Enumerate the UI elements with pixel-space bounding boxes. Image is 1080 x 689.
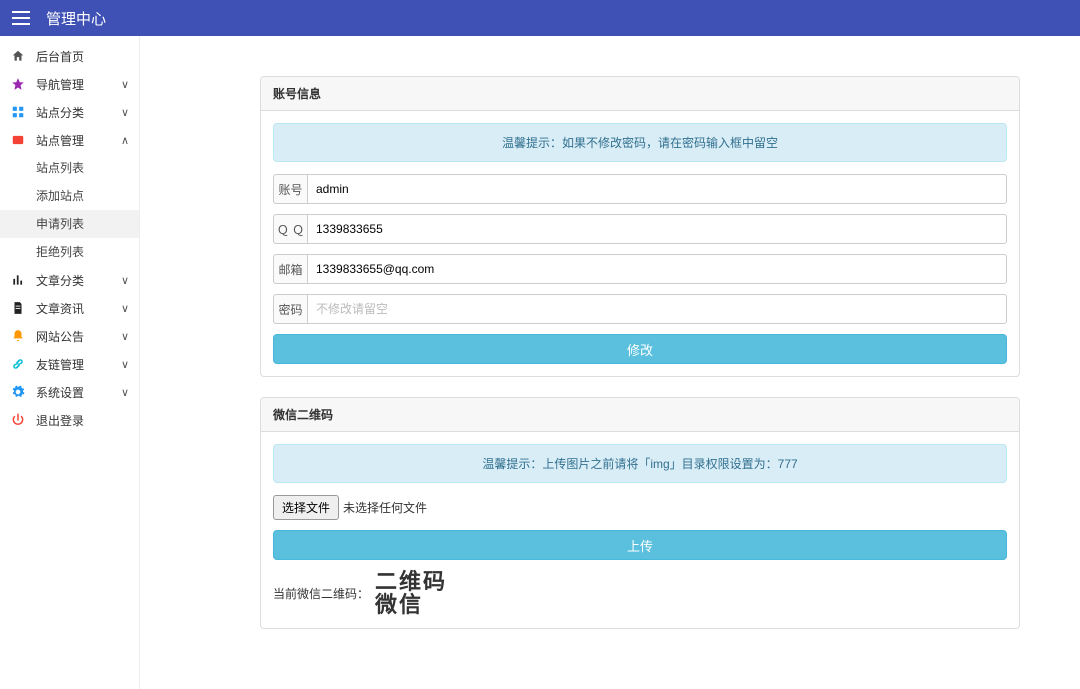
power-icon (10, 412, 26, 428)
nav-icon (10, 76, 26, 92)
chevron-down-icon: ∨ (121, 386, 129, 399)
username-input[interactable] (307, 174, 1007, 204)
choose-file-button[interactable]: 选择文件 (273, 495, 339, 520)
username-label: 账号 (273, 174, 307, 204)
qr-panel-title: 微信二维码 (261, 398, 1019, 432)
account-tip: 温馨提示：如果不修改密码，请在密码输入框中留空 (273, 123, 1007, 162)
sidebar-item-label: 退出登录 (36, 412, 84, 429)
current-qr-label: 当前微信二维码： (273, 585, 369, 602)
chevron-down-icon: ∨ (121, 274, 129, 287)
site-icon (10, 132, 26, 148)
password-input[interactable] (307, 294, 1007, 324)
qq-label: Ｑ Ｑ (273, 214, 307, 244)
sidebar-subitem-3-0[interactable]: 站点列表 (0, 154, 139, 182)
qr-panel: 微信二维码 温馨提示：上传图片之前请将「img」目录权限设置为：777 选择文件… (260, 397, 1020, 629)
sidebar-item-label: 系统设置 (36, 384, 84, 401)
sidebar-subitem-3-3[interactable]: 拒绝列表 (0, 238, 139, 266)
chevron-down-icon: ∨ (121, 302, 129, 315)
sidebar-item-1[interactable]: 导航管理 ∨ (0, 70, 139, 98)
sidebar-item-7[interactable]: 友链管理 ∨ (0, 350, 139, 378)
sidebar-item-label: 导航管理 (36, 76, 84, 93)
sidebar-item-label: 站点管理 (36, 132, 84, 149)
chevron-down-icon: ∨ (121, 106, 129, 119)
home-icon (10, 48, 26, 64)
cat-icon (10, 104, 26, 120)
account-panel: 账号信息 温馨提示：如果不修改密码，请在密码输入框中留空 账号 Ｑ Ｑ 邮箱 密… (260, 76, 1020, 377)
file-status: 未选择任何文件 (343, 499, 427, 516)
sidebar-subitem-3-1[interactable]: 添加站点 (0, 182, 139, 210)
chevron-down-icon: ∨ (121, 78, 129, 91)
qq-input[interactable] (307, 214, 1007, 244)
submit-button[interactable]: 修改 (273, 334, 1007, 364)
link-icon (10, 356, 26, 372)
topbar: 管理中心 (0, 0, 1080, 36)
chart-icon (10, 272, 26, 288)
sidebar-item-6[interactable]: 网站公告 ∨ (0, 322, 139, 350)
sidebar-item-label: 站点分类 (36, 104, 84, 121)
content: 账号信息 温馨提示：如果不修改密码，请在密码输入框中留空 账号 Ｑ Ｑ 邮箱 密… (140, 36, 1080, 689)
sidebar-item-8[interactable]: 系统设置 ∨ (0, 378, 139, 406)
sidebar-subitem-3-2[interactable]: 申请列表 (0, 210, 139, 238)
password-label: 密码 (273, 294, 307, 324)
sidebar-item-2[interactable]: 站点分类 ∨ (0, 98, 139, 126)
sidebar-item-label: 后台首页 (36, 48, 84, 65)
qr-tip: 温馨提示：上传图片之前请将「img」目录权限设置为：777 (273, 444, 1007, 483)
brand-title: 管理中心 (46, 8, 106, 29)
qr-image-placeholder: 二维码 微信 (375, 570, 447, 616)
sidebar-item-4[interactable]: 文章分类 ∨ (0, 266, 139, 294)
menu-toggle-icon[interactable] (12, 11, 30, 25)
doc-icon (10, 300, 26, 316)
sidebar-item-9[interactable]: 退出登录 (0, 406, 139, 434)
chevron-down-icon: ∨ (121, 330, 129, 343)
sidebar-item-label: 友链管理 (36, 356, 84, 373)
account-panel-title: 账号信息 (261, 77, 1019, 111)
email-label: 邮箱 (273, 254, 307, 284)
sidebar-item-0[interactable]: 后台首页 (0, 42, 139, 70)
email-input[interactable] (307, 254, 1007, 284)
sidebar-item-label: 文章资讯 (36, 300, 84, 317)
gear-icon (10, 384, 26, 400)
sidebar-item-5[interactable]: 文章资讯 ∨ (0, 294, 139, 322)
upload-button[interactable]: 上传 (273, 530, 1007, 560)
sidebar-item-label: 文章分类 (36, 272, 84, 289)
sidebar-item-label: 网站公告 (36, 328, 84, 345)
chevron-up-icon: ∧ (121, 134, 129, 147)
sidebar: 后台首页导航管理 ∨ 站点分类 ∨ 站点管理 ∧ 站点列表添加站点申请列表拒绝列表文章分类 ∨… (0, 36, 140, 689)
chevron-down-icon: ∨ (121, 358, 129, 371)
sidebar-item-3[interactable]: 站点管理 ∧ (0, 126, 139, 154)
bell-icon (10, 328, 26, 344)
